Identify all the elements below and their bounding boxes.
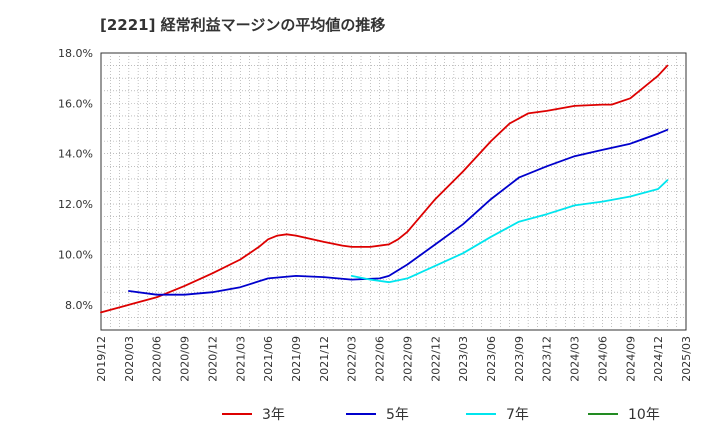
series-line-1 xyxy=(127,128,669,296)
x-tick-label: 2020/06 xyxy=(151,336,164,382)
x-tick-label: 2021/12 xyxy=(318,336,331,382)
legend-label: 10年 xyxy=(628,407,660,423)
legend-label: 7年 xyxy=(506,407,529,423)
x-tick-label: 2021/09 xyxy=(290,336,303,382)
x-tick-label: 2024/12 xyxy=(652,336,665,382)
x-tick-label: 2022/03 xyxy=(346,336,359,382)
y-axis: 8.0% 10.0% 12.0% 14.0% 16.0% 18.0% xyxy=(58,47,93,312)
x-tick-label: 2023/09 xyxy=(513,336,526,382)
x-tick-label: 2020/09 xyxy=(179,336,192,382)
x-tick-label: 2024/09 xyxy=(624,336,637,382)
x-tick-label: 2024/03 xyxy=(569,336,582,382)
x-tick-label: 2020/03 xyxy=(123,336,136,382)
legend: 3年 5年 7年 10年 xyxy=(222,407,660,423)
x-tick-label: 2023/03 xyxy=(457,336,470,382)
y-tick-label: 16.0% xyxy=(58,97,93,110)
x-tick-label: 2022/12 xyxy=(429,336,442,382)
series-line-0 xyxy=(100,64,669,314)
x-tick-label: 2022/06 xyxy=(374,336,387,382)
x-tick-label: 2021/03 xyxy=(234,336,247,382)
series-layer xyxy=(100,64,669,314)
y-tick-label: 18.0% xyxy=(58,47,93,60)
x-axis: 2019/12 2020/03 2020/06 2020/09 2020/12 2021/… xyxy=(95,336,693,382)
y-tick-label: 12.0% xyxy=(58,198,93,211)
x-tick-label: 2024/06 xyxy=(596,336,609,382)
chart-title: [2221] 経常利益マージンの平均値の推移 xyxy=(100,16,385,34)
plot-area xyxy=(100,52,687,331)
x-tick-label: 2022/09 xyxy=(401,336,414,382)
y-tick-label: 14.0% xyxy=(58,148,93,161)
x-tick-label: 2019/12 xyxy=(95,336,108,382)
legend-label: 3年 xyxy=(262,407,285,423)
x-tick-label: 2020/12 xyxy=(206,336,219,382)
grid-lines xyxy=(101,53,686,330)
y-tick-label: 8.0% xyxy=(65,299,93,312)
x-tick-label: 2021/06 xyxy=(262,336,275,382)
x-tick-label: 2025/03 xyxy=(680,336,693,382)
x-tick-label: 2023/12 xyxy=(541,336,554,382)
y-tick-label: 10.0% xyxy=(58,248,93,261)
x-tick-label: 2023/06 xyxy=(485,336,498,382)
legend-label: 5年 xyxy=(386,407,409,423)
series-line-2 xyxy=(350,179,669,284)
